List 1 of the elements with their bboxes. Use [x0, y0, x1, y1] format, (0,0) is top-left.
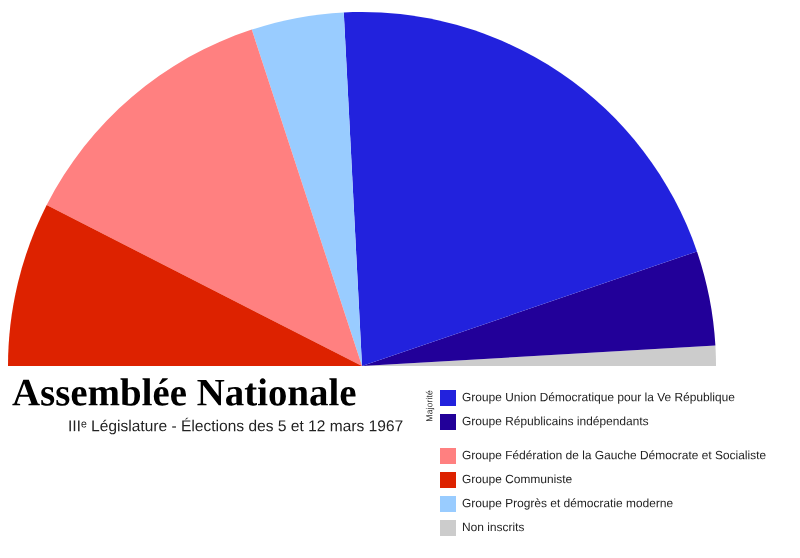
text: Assemblée Nationale: [12, 378, 356, 406]
